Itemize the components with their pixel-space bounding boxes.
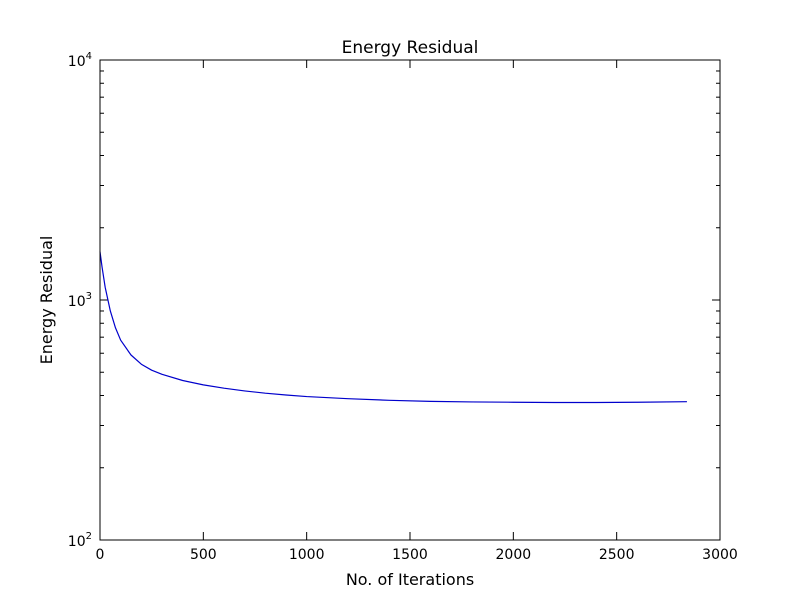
plot-frame <box>99 59 721 541</box>
minor-ticks <box>100 70 720 469</box>
y-tick-label: 102 <box>68 531 92 550</box>
y-tick-label: 103 <box>68 291 92 310</box>
x-tick-labels: 0 500 1000 1500 2000 2500 3000 <box>96 547 738 563</box>
x-tick-label: 1000 <box>289 547 325 563</box>
x-tick-label: 0 <box>96 547 105 563</box>
x-tick-label: 2000 <box>496 547 532 563</box>
y-axis-label: Energy Residual <box>37 236 56 365</box>
x-tick-label: 3000 <box>702 547 738 563</box>
y-tick-labels: 102 103 104 <box>68 51 92 550</box>
plot-area <box>100 60 720 540</box>
x-tick-label: 1500 <box>392 547 428 563</box>
chart-title: Energy Residual <box>342 38 479 58</box>
x-tick-label: 2500 <box>599 547 635 563</box>
series-layer <box>99 251 687 404</box>
y-tick-label: 104 <box>68 51 92 70</box>
series-line <box>99 251 687 404</box>
x-tick-label: 500 <box>190 547 217 563</box>
x-axis-label: No. of Iterations <box>346 570 474 589</box>
